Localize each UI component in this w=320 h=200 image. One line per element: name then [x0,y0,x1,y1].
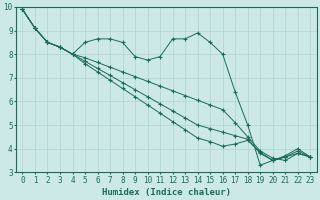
X-axis label: Humidex (Indice chaleur): Humidex (Indice chaleur) [102,188,231,197]
